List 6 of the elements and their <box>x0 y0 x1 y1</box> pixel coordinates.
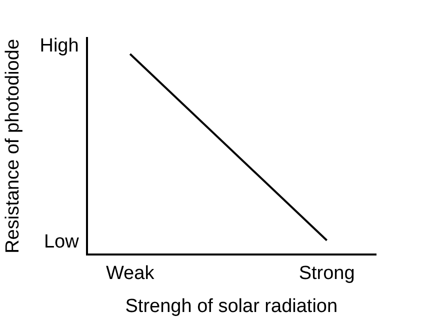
text: Low <box>44 232 80 253</box>
text: High <box>40 35 79 56</box>
x-axis-title: Strengh of solar radiation <box>125 296 338 317</box>
x-tick-label: Strong <box>298 263 355 284</box>
y-axis-title: Resistance of photodiode <box>2 38 24 254</box>
x-tick-label: Weak <box>106 263 155 284</box>
